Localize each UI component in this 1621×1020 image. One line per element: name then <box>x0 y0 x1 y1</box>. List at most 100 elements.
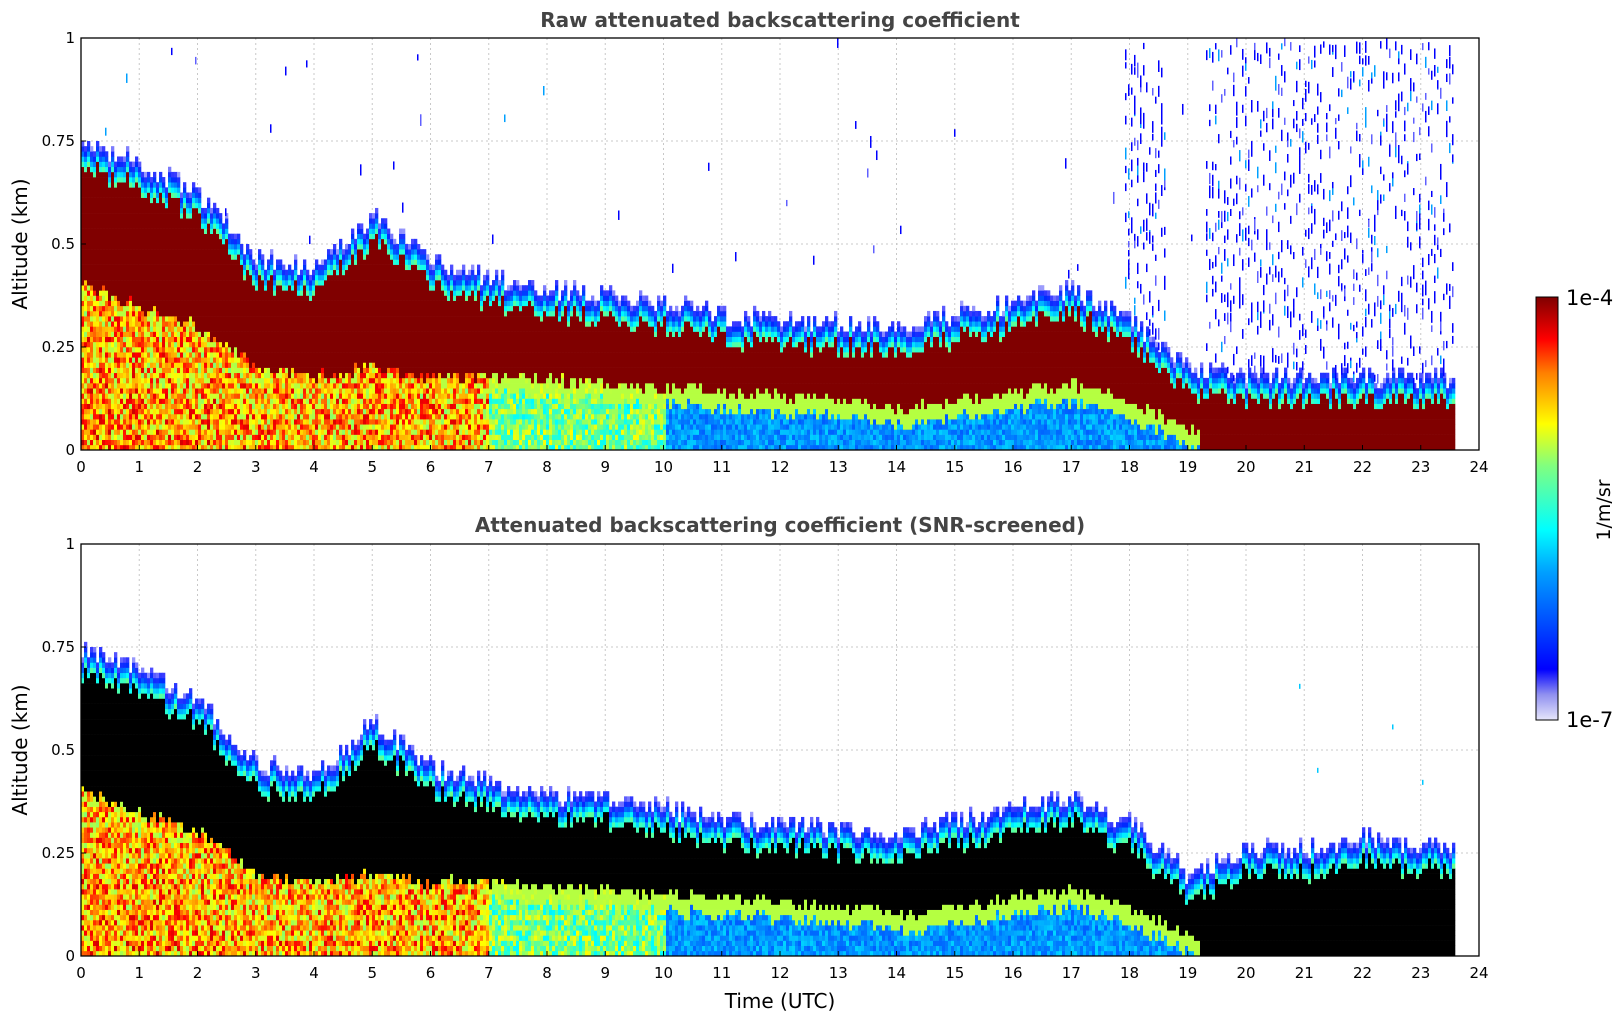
heatmap-cell <box>357 424 361 430</box>
heatmap-cell <box>261 341 265 348</box>
heatmap-cell <box>258 341 262 348</box>
heatmap-cell <box>351 331 355 337</box>
heatmap-cell <box>369 244 373 250</box>
heatmap-cell <box>168 223 172 229</box>
heatmap-cell <box>177 290 181 296</box>
heatmap-cell <box>207 434 211 440</box>
heatmap-cell <box>345 403 349 410</box>
heatmap-cell <box>174 362 178 368</box>
heatmap-cell <box>156 274 160 281</box>
heatmap-cell <box>318 429 322 435</box>
heatmap-cell <box>318 274 322 281</box>
heatmap-cell <box>177 202 181 209</box>
heatmap-cell <box>291 347 295 353</box>
heatmap-cell <box>336 403 340 410</box>
heatmap-cell <box>369 305 373 312</box>
heatmap-cell <box>177 367 181 374</box>
heatmap-cell <box>138 177 142 183</box>
heatmap-cell <box>381 413 385 420</box>
heatmap-cell <box>342 403 346 410</box>
heatmap-cell <box>126 377 130 384</box>
heatmap-cell <box>147 269 151 276</box>
heatmap-cell <box>96 218 100 224</box>
heatmap-cell <box>261 347 265 353</box>
heatmap-cell <box>225 393 229 399</box>
heatmap-cell <box>174 274 178 281</box>
heatmap-cell <box>102 197 106 204</box>
heatmap-cell <box>255 352 259 358</box>
heatmap-cell <box>105 171 109 178</box>
heatmap-cell <box>183 182 187 188</box>
heatmap-cell <box>375 413 379 420</box>
heatmap-cell <box>162 295 166 301</box>
heatmap-cell <box>276 347 280 353</box>
heatmap-cell <box>297 331 301 337</box>
heatmap-cell <box>111 264 115 271</box>
heatmap-cell <box>246 383 250 389</box>
heatmap-cell <box>279 331 283 337</box>
heatmap-cell <box>102 419 106 425</box>
heatmap-cell <box>96 388 100 394</box>
heatmap-cell <box>123 316 127 322</box>
heatmap-cell <box>321 352 325 358</box>
heatmap-cell <box>150 207 154 214</box>
heatmap-cell <box>258 383 262 389</box>
heatmap-cell <box>375 264 379 271</box>
heatmap-cell <box>222 274 226 281</box>
heatmap-cell <box>171 347 175 353</box>
heatmap-cell <box>261 383 265 389</box>
heatmap-cell <box>285 439 289 446</box>
heatmap-cell <box>120 424 124 430</box>
heatmap-cell <box>234 259 238 265</box>
heatmap-cell <box>360 331 364 337</box>
heatmap-cell <box>345 434 349 440</box>
heatmap-cell <box>174 182 178 188</box>
heatmap-cell <box>132 177 136 183</box>
heatmap-cell <box>189 444 193 450</box>
heatmap-cell <box>228 357 232 363</box>
heatmap-column <box>297 274 301 450</box>
heatmap-cell <box>198 187 202 193</box>
heatmap-cell <box>276 429 280 435</box>
heatmap-cell <box>372 429 376 435</box>
heatmap-cell <box>381 254 385 260</box>
heatmap-cell <box>381 295 385 301</box>
heatmap-cell <box>93 408 97 415</box>
heatmap-cell <box>222 264 226 271</box>
noise-speckle <box>171 47 173 56</box>
heatmap-cell <box>156 202 160 209</box>
heatmap-cell <box>225 377 229 384</box>
heatmap-cell <box>339 295 343 301</box>
heatmap-cell <box>174 341 178 348</box>
heatmap-cell <box>309 331 313 337</box>
heatmap-cell <box>135 372 139 379</box>
heatmap-cell <box>87 341 91 348</box>
heatmap-cell <box>81 408 85 415</box>
heatmap-column <box>111 146 115 450</box>
heatmap-cell <box>192 223 196 229</box>
heatmap-cell <box>90 352 94 358</box>
heatmap-cell <box>87 192 91 198</box>
heatmap-cell <box>177 388 181 394</box>
heatmap-cell <box>162 403 166 410</box>
heatmap-cell <box>84 331 88 337</box>
heatmap-cell <box>342 377 346 384</box>
heatmap-cell <box>144 424 148 430</box>
heatmap-cell <box>102 347 106 353</box>
heatmap-cell <box>375 213 379 219</box>
heatmap-cell <box>372 259 376 265</box>
heatmap-cell <box>183 408 187 415</box>
heatmap-cell <box>318 383 322 389</box>
heatmap-cell <box>114 166 118 173</box>
heatmap-cell <box>294 269 298 276</box>
heatmap-cell <box>189 233 193 240</box>
heatmap-column <box>267 259 271 450</box>
heatmap-cell <box>354 326 358 332</box>
heatmap-cell <box>327 398 331 404</box>
heatmap-cell <box>255 429 259 435</box>
heatmap-cell <box>84 187 88 193</box>
heatmap-cell <box>180 192 184 198</box>
heatmap-cell <box>387 403 391 410</box>
heatmap-cell <box>273 403 277 410</box>
heatmap-cell <box>258 434 262 440</box>
